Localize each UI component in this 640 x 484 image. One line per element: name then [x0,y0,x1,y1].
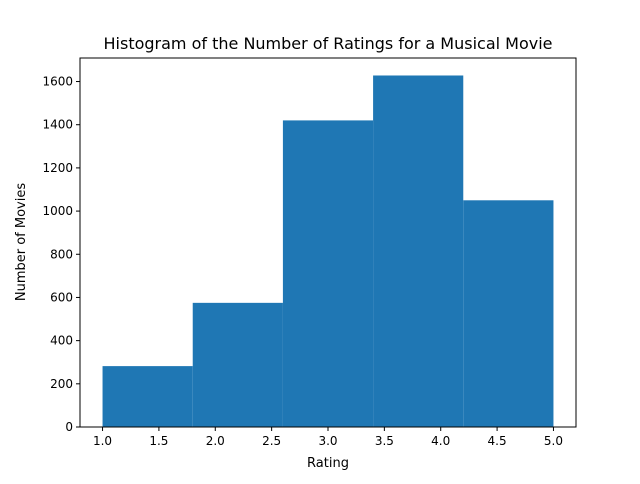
histogram-bar-2 [192,302,283,427]
y-tick-label: 1000 [42,204,73,218]
y-tick-label: 800 [50,247,73,261]
x-axis-ticks: 1.0 1.5 2.0 2.5 3.0 3.5 4.0 4.5 5.0 [93,427,563,448]
bars-group [102,75,554,428]
histogram-bar-1 [102,366,193,427]
y-tick-label: 200 [50,377,73,391]
x-tick-label: 4.5 [488,434,507,448]
histogram-bar-4 [373,75,464,428]
x-tick-label: 1.0 [93,434,112,448]
x-tick-label: 3.0 [318,434,337,448]
y-tick-label: 0 [65,420,73,434]
y-tick-label: 1400 [42,118,73,132]
y-tick-label: 600 [50,290,73,304]
x-tick-label: 2.5 [262,434,281,448]
x-tick-label: 4.0 [431,434,450,448]
x-tick-label: 2.0 [206,434,225,448]
y-tick-label: 1600 [42,75,73,89]
y-axis-label: Number of Movies [14,183,29,301]
y-axis-ticks: 0 200 400 600 800 1000 1200 1400 1600 [42,75,80,434]
x-tick-label: 5.0 [544,434,563,448]
x-tick-label: 3.5 [375,434,394,448]
y-tick-label: 1200 [42,161,73,175]
histogram-bar-3 [282,120,374,427]
x-axis-label: Rating [307,456,349,471]
histogram-bar-5 [463,200,554,427]
x-tick-label: 1.5 [149,434,168,448]
plot-frame [79,57,577,428]
y-tick-label: 400 [50,334,73,348]
chart-title: Histogram of the Number of Ratings for a… [104,34,553,53]
